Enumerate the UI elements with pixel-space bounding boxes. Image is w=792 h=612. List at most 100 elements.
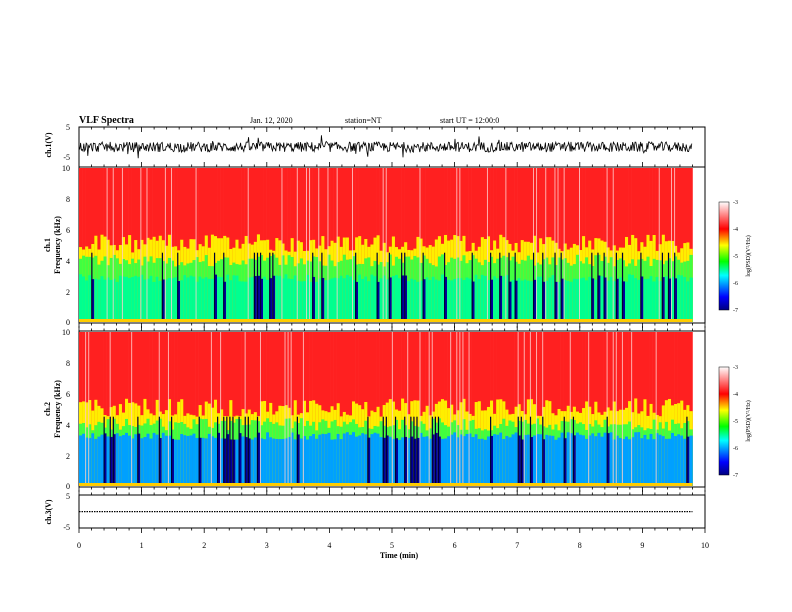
spectrogram-dark-streak [177, 252, 179, 322]
spectrogram-cell [97, 279, 101, 322]
x-tick-label-7: 7 [515, 541, 519, 550]
x-tick-label-9: 9 [640, 541, 644, 550]
ch1-freq-tick-4: 4 [66, 257, 70, 266]
spectrogram-cell [609, 332, 614, 486]
spectrogram-cell [434, 279, 439, 322]
spectrogram-streak [85, 332, 87, 486]
spectrogram-cell [388, 277, 393, 322]
spectrogram-cell [161, 332, 166, 486]
spectrogram-cell [290, 279, 295, 322]
spectrogram-cell [263, 439, 267, 486]
spectrogram-dark-streak [542, 252, 544, 322]
spectrogram-cell [575, 278, 580, 322]
spectrogram-cell [226, 434, 230, 486]
ch1-colorbar-label: log(PSD)(V²/Hz) [745, 235, 752, 276]
spectrogram-cell [456, 437, 460, 486]
spectrogram-cell [643, 168, 647, 322]
spectrogram-cell [597, 432, 601, 486]
spectrogram-dark-streak [640, 252, 642, 322]
spectrogram-cell [416, 437, 420, 486]
spectrogram-cell [560, 432, 564, 486]
spectrogram-cell [486, 280, 491, 322]
spectrogram-cell [551, 275, 555, 322]
spectrogram-cell [496, 434, 500, 486]
spectrogram-cell [345, 432, 350, 486]
spectrogram-cell [502, 439, 506, 486]
ch2-cbar-tick-m5: -5 [733, 419, 738, 425]
spectrogram-cell [496, 168, 500, 322]
spectrogram-cell [379, 332, 383, 486]
spectrogram-cell [134, 275, 138, 322]
spectrogram-cell [367, 281, 371, 322]
spectrogram-cell [302, 281, 307, 322]
spectrogram-streak [557, 168, 559, 322]
spectrogram-cell [572, 278, 577, 322]
spectrogram-cell [450, 280, 454, 322]
spectrogram-cell [103, 332, 107, 486]
spectrogram-cell [305, 332, 310, 486]
spectrogram-cell [364, 434, 368, 486]
spectrogram-cell [275, 438, 279, 486]
spectrogram-dark-streak [247, 416, 249, 486]
spectrogram-cell [189, 275, 193, 322]
spectrogram-cell [444, 438, 448, 486]
spectrogram-cell [186, 277, 190, 322]
spectrogram-cell [493, 434, 497, 486]
spectrogram-cell [686, 436, 690, 486]
spectrogram-cell [606, 433, 610, 486]
spectrogram-cell [284, 438, 288, 486]
spectrogram-cell [342, 278, 347, 322]
ch2-freq-tick-0: 0 [66, 482, 70, 491]
x-tick-label-0: 0 [77, 541, 81, 550]
spectrogram-cell [542, 439, 546, 486]
spectrogram-cell [235, 439, 239, 486]
ch2-colorbar: -3 -4 -5 -6 -7 log(PSD)(V²/Hz) [718, 365, 752, 479]
spectrogram-cell [256, 432, 261, 486]
spectrogram-cell [637, 279, 641, 322]
spectrogram-cell [649, 276, 653, 322]
spectrogram-dark-streak [269, 252, 271, 322]
figure-title: VLF Spectra [79, 115, 134, 126]
spectrogram-cell [585, 438, 589, 486]
spectrogram-cell [566, 168, 571, 322]
spectrogram-cell [82, 433, 86, 486]
spectrogram-cell [652, 332, 656, 486]
spectrogram-cell [85, 437, 89, 486]
spectrogram-cell [241, 436, 245, 486]
spectrogram-streak [536, 168, 538, 322]
spectrogram-cell [333, 439, 337, 486]
spectrogram-cell [480, 438, 485, 486]
spectrogram-cell [612, 281, 617, 322]
spectrogram-dark-streak [404, 252, 406, 322]
spectrogram-streak [302, 332, 304, 486]
spectrogram-cell [293, 168, 298, 322]
spectrogram-streak [621, 332, 623, 486]
spectrogram-streak [296, 168, 298, 322]
spectrogram-cell [82, 168, 86, 322]
spectrogram-cell [560, 278, 564, 322]
spectrogram-cell [85, 168, 89, 322]
spectrogram-cell [213, 437, 218, 486]
spectrogram-cell [238, 332, 242, 486]
ch1-waveform-line [78, 135, 693, 159]
spectrogram-cell [588, 276, 592, 322]
spectrogram-cell [612, 168, 617, 322]
spectrogram-cell [511, 434, 515, 486]
spectrogram-cell [174, 168, 178, 322]
spectrogram-dark-streak [471, 252, 473, 322]
spectrogram-cell [327, 432, 331, 486]
x-tick-labels: 0 1 2 3 4 5 6 7 8 9 10 [77, 541, 709, 550]
spectrogram-streak [456, 332, 458, 486]
ch1-cbar-tick-m7: -7 [733, 308, 738, 314]
spectrogram-cell [523, 332, 528, 486]
spectrogram-cell [677, 434, 681, 486]
spectrogram-cell [339, 168, 344, 322]
spectrogram-cell [505, 332, 509, 486]
spectrogram-cell [333, 332, 337, 486]
spectrogram-cell [474, 434, 479, 486]
spectrogram-dark-streak [416, 416, 418, 486]
spectrogram-streak [109, 332, 111, 486]
spectrogram-cell [358, 274, 362, 322]
spectrogram-cell [594, 279, 598, 322]
spectrogram-cell [477, 438, 482, 486]
